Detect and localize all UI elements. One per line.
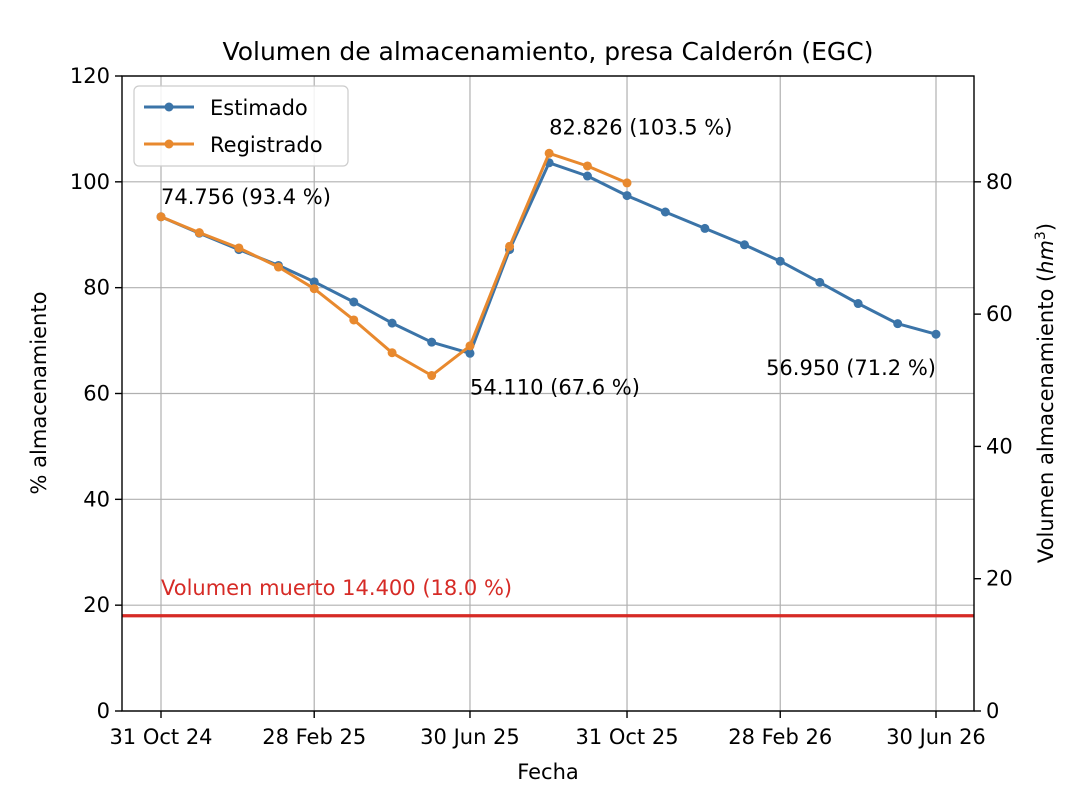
legend-marker-registrado <box>164 139 174 149</box>
series-point-estimado-18 <box>853 299 863 309</box>
series-point-registrado-0 <box>156 212 166 222</box>
series-point-estimado-15 <box>739 240 749 250</box>
annotation-label-1: 54.110 (67.6 %) <box>470 375 640 399</box>
y-left-tick-label-3: 60 <box>83 382 110 406</box>
y-left-tick-label-1: 20 <box>83 593 110 617</box>
y-left-tick-label-4: 80 <box>83 276 110 300</box>
y-left-tick-label-0: 0 <box>97 699 110 723</box>
y-left-tick-label-5: 100 <box>70 170 110 194</box>
legend-label-registrado: Registrado <box>210 133 323 157</box>
series-point-registrado-7 <box>427 371 437 381</box>
y-right-tick-label-0: 0 <box>986 699 999 723</box>
x-tick-label-4: 28 Feb 26 <box>728 725 832 749</box>
legend: Estimado Registrado <box>133 85 349 167</box>
series-point-registrado-5 <box>349 315 359 325</box>
x-tick-label-3: 31 Oct 25 <box>575 725 678 749</box>
series-point-estimado-5 <box>349 297 359 307</box>
legend-label-estimado: Estimado <box>210 96 308 120</box>
y-left-tick-label-2: 40 <box>83 487 110 511</box>
y-left-tick-label-6: 120 <box>70 64 110 88</box>
legend-marker-estimado <box>164 102 174 112</box>
axis-ticks: 31 Oct 24 28 Feb 25 30 Jun 25 31 Oct 25 28 F… <box>70 64 1013 749</box>
series-point-estimado-19 <box>893 319 903 329</box>
series-point-estimado-13 <box>660 207 670 217</box>
x-tick-label-5: 30 Jun 26 <box>886 725 986 749</box>
series-point-registrado-4 <box>309 284 319 294</box>
series-point-estimado-12 <box>622 191 632 201</box>
series-point-registrado-3 <box>273 262 283 272</box>
series-point-registrado-12 <box>622 178 632 188</box>
annotation-label-0: 74.756 (93.4 %) <box>161 185 331 209</box>
series-point-registrado-10 <box>544 148 554 158</box>
series-point-estimado-7 <box>427 337 437 347</box>
annotation-label-3: 56.950 (71.2 %) <box>766 356 936 380</box>
series-point-registrado-8 <box>465 341 475 351</box>
series-point-estimado-11 <box>582 171 592 181</box>
series-point-estimado-8 <box>465 348 475 358</box>
y-axis-label-right-suffix: ) <box>1034 223 1058 231</box>
annotations: 74.756 (93.4 %) 54.110 (67.6 %) 82.826 (10… <box>161 115 936 399</box>
series-point-registrado-6 <box>387 348 397 358</box>
x-tick-label-2: 30 Jun 25 <box>420 725 520 749</box>
y-right-tick-label-2: 40 <box>986 434 1013 458</box>
series-point-registrado-2 <box>234 243 244 253</box>
series-point-registrado-1 <box>194 228 204 238</box>
series-point-estimado-14 <box>700 223 710 233</box>
series-point-estimado-6 <box>387 318 397 328</box>
annotation-label-2: 82.826 (103.5 %) <box>549 115 732 139</box>
series-point-estimado-20 <box>931 329 941 339</box>
series-point-estimado-16 <box>775 256 785 266</box>
x-tick-label-0: 31 Oct 24 <box>109 725 212 749</box>
x-axis-label: Fecha <box>517 760 579 784</box>
dead-volume-line: Volumen muerto 14.400 (18.0 %) <box>122 576 974 618</box>
y-axis-label-right-unit: hm <box>1034 240 1058 274</box>
y-axis-label-right-exp: 3 <box>1033 231 1049 240</box>
x-tick-label-1: 28 Feb 25 <box>262 725 366 749</box>
series-point-estimado-4 <box>309 277 319 287</box>
series-point-estimado-17 <box>815 277 825 287</box>
chart-title: Volumen de almacenamiento, presa Calderó… <box>223 37 874 66</box>
series-point-registrado-11 <box>582 161 592 171</box>
data-series <box>156 148 941 381</box>
y-axis-label-right: Volumen almacenamiento (hm3) <box>1033 223 1058 563</box>
y-right-tick-label-3: 60 <box>986 302 1013 326</box>
y-axis-label-left: % almacenamiento <box>27 292 51 495</box>
y-right-tick-label-4: 80 <box>986 170 1013 194</box>
dead-volume-label: Volumen muerto 14.400 (18.0 %) <box>161 576 512 600</box>
y-right-tick-label-1: 20 <box>986 567 1013 591</box>
y-axis-label-right-prefix: Volumen almacenamiento ( <box>1034 274 1058 563</box>
series-point-registrado-9 <box>505 241 515 251</box>
